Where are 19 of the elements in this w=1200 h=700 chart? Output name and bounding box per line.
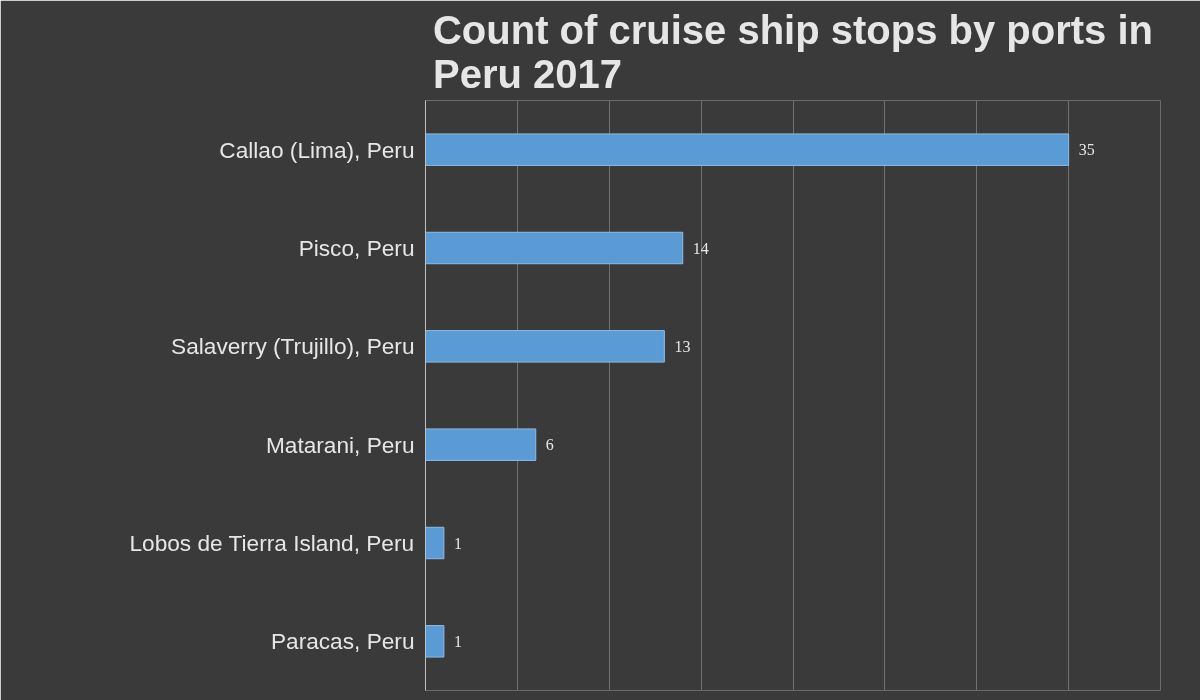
y-tick-label: Paracas, Peru: [270, 628, 415, 655]
data-label: 1: [453, 534, 462, 552]
y-tick-label: Callao (Lima), Peru: [219, 136, 415, 163]
data-label: 13: [674, 337, 691, 355]
data-label: 14: [692, 239, 709, 257]
data-label: 35: [1078, 141, 1095, 159]
data-label: 1: [453, 632, 462, 650]
bar: [425, 625, 445, 658]
y-tick-label: Salaverry (Trujillo), Peru: [171, 333, 415, 360]
data-label: 6: [545, 436, 554, 454]
y-tick-label: Pisco, Peru: [298, 235, 415, 261]
bar: [425, 231, 684, 265]
y-tick-label: Matarani, Peru: [265, 431, 415, 458]
bar: [425, 133, 1070, 166]
chart-title: Count of cruise ship stops by ports in Peru 2017: [432, 7, 1154, 96]
bar: [425, 428, 537, 461]
bar: [425, 526, 445, 560]
y-tick-label: Lobos de Tierra Island, Peru: [129, 530, 415, 556]
bar: [425, 330, 665, 363]
